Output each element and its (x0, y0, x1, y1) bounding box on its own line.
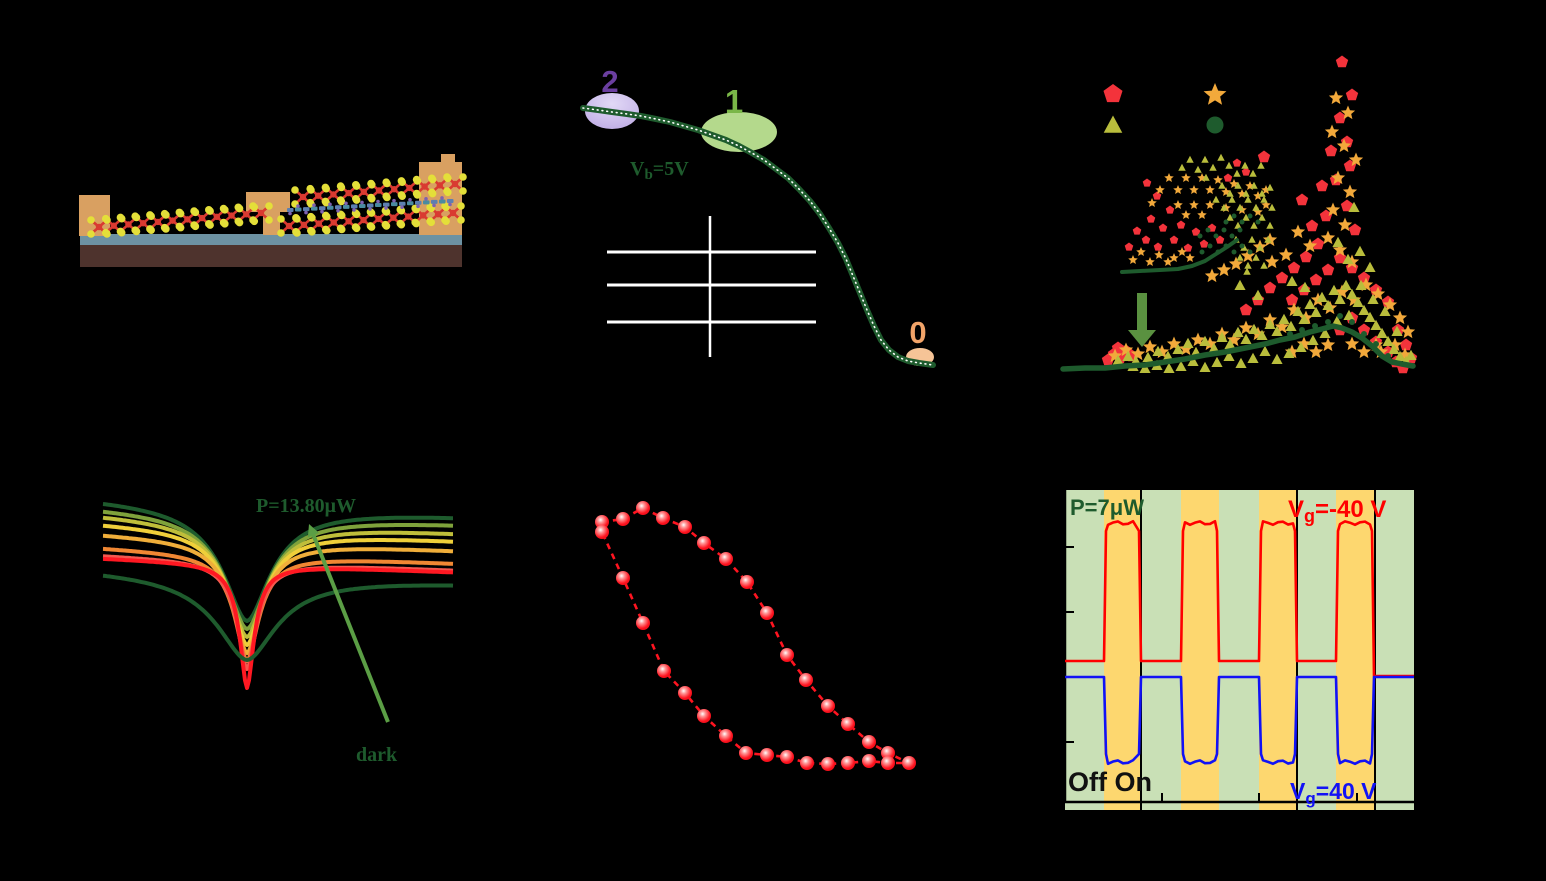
down-arrow-icon (1128, 293, 1156, 347)
dip-curve-family (102, 502, 454, 690)
bias-voltage-label: Vb=5V (630, 158, 689, 183)
power-label: P=7μW (1070, 495, 1144, 520)
vgpos-sub: g (1305, 789, 1315, 808)
state-1-label: 1 (725, 83, 743, 120)
vgneg-v: V (1288, 496, 1304, 523)
current-traces (1065, 519, 1414, 766)
panel-f-photoswitching-trace: P=7μW Vg=-40 V Off On Vg=40 V (1063, 490, 1414, 810)
vgneg-sub: g (1304, 506, 1315, 526)
vgpos-v: V (1290, 778, 1306, 804)
gate-negative-label: Vg=-40 V (1288, 496, 1386, 526)
transfer-curve (580, 105, 936, 368)
bias-v: V (630, 158, 645, 180)
bias-sub: b (644, 167, 652, 183)
vgpos-rest: =40 V (1316, 778, 1377, 804)
panel-a-device-schematic (79, 154, 467, 267)
vgneg-rest: =-40 V (1315, 496, 1386, 523)
state-2-label: 2 (601, 64, 618, 99)
max-power-label: P=13.80μW (256, 495, 356, 517)
on-off-background-bands (1065, 490, 1414, 810)
state-0-label: 0 (909, 315, 926, 350)
dark-curve-label: dark (356, 744, 398, 766)
gate-positive-label: Vg=40 V (1290, 778, 1377, 808)
panel-e-hysteresis-loop (595, 501, 916, 771)
scatter-legend-markers (1103, 83, 1227, 134)
panel-d-power-dependent-dips: P=13.80μW dark (102, 495, 454, 766)
panel-b-transfer-curve: 2 1 0 Vb=5V (580, 64, 936, 368)
power-direction-arrow-icon (307, 524, 390, 723)
state-ellipse (701, 112, 777, 152)
panel-c-noise-scatter (1060, 55, 1418, 374)
bias-rest: =5V (653, 158, 689, 180)
band-diagram-inset (607, 216, 816, 357)
scatter-series (1060, 55, 1418, 374)
off-on-label: Off On (1068, 767, 1152, 797)
state-ellipses (585, 93, 934, 366)
